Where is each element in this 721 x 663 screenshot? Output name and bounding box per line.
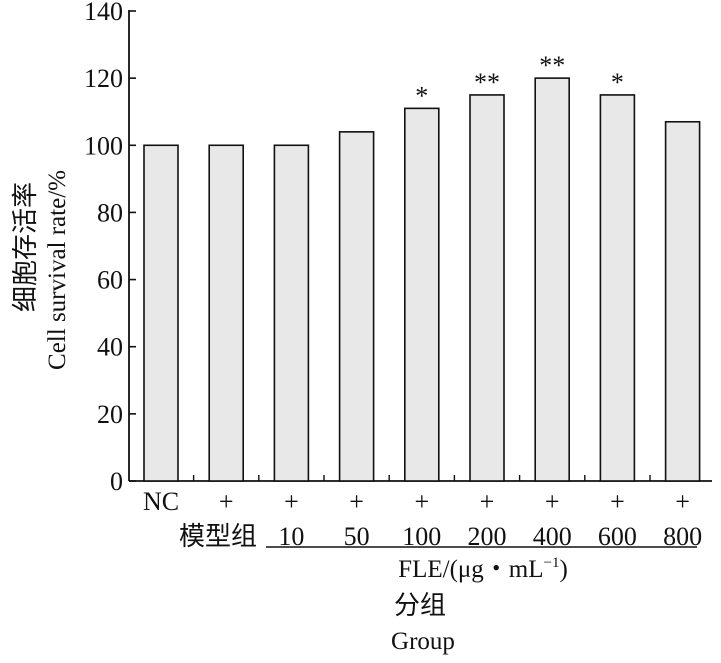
x-category-label: + <box>545 487 560 516</box>
group-annotation: 模型组 FLE/(μg・mL−1) 分组 Group <box>179 522 697 655</box>
y-tick-label: 140 <box>84 0 123 26</box>
x-category-label: + <box>414 487 429 516</box>
dose-label: 100 <box>402 522 441 551</box>
significance-marker: * <box>611 68 624 97</box>
group-label-sup: −1 <box>544 555 560 571</box>
y-axis-label-cn: 细胞存活率 <box>11 182 40 312</box>
bar <box>143 144 179 482</box>
x-category-label: + <box>675 487 690 516</box>
dose-label: 400 <box>533 522 572 551</box>
dose-label: 10 <box>278 522 304 551</box>
x-labels: NC + +10 +50 +100 +200 +400 +600 +800 <box>143 487 702 551</box>
y-tick-label: 100 <box>84 131 123 160</box>
x-category-label: + <box>480 487 495 516</box>
y-tick-label: 80 <box>97 198 123 227</box>
group-label-text: FLE/(μg・mL <box>398 556 543 583</box>
group-label-close: ) <box>559 556 567 583</box>
dose-label: 50 <box>344 522 370 551</box>
x-category-label: + <box>219 487 234 516</box>
y-tick-label: 120 <box>84 64 123 93</box>
x-category-label: NC <box>143 487 179 516</box>
x-category-label: + <box>349 487 364 516</box>
bar <box>338 131 375 482</box>
dose-label: 200 <box>468 522 507 551</box>
y-tick-label: 0 <box>110 467 123 496</box>
significance-marker: ** <box>474 68 500 97</box>
y-axis-title: 细胞存活率 Cell survival rate/% <box>11 170 71 370</box>
y-tick-label: 40 <box>97 333 123 362</box>
x-axis-label-cn: 分组 <box>394 591 446 620</box>
bar <box>469 94 505 482</box>
bar <box>599 94 636 482</box>
x-category-label: + <box>610 487 625 516</box>
dose-label: 600 <box>598 522 637 551</box>
bar <box>664 120 701 482</box>
dose-label: 800 <box>663 522 702 551</box>
bar <box>208 144 244 482</box>
bar <box>534 77 571 482</box>
x-axis-label-en: Group <box>391 628 455 655</box>
model-group-label: 模型组 <box>179 522 257 551</box>
significance-marker: * <box>415 81 428 110</box>
bar <box>403 107 440 482</box>
x-category-label: + <box>284 487 299 516</box>
bars: * ***** <box>143 51 701 482</box>
group-label: FLE/(μg・mL−1) <box>398 555 568 583</box>
y-tick-label: 60 <box>97 266 123 295</box>
y-tick-label: 20 <box>97 400 123 429</box>
y-axis-label-en: Cell survival rate/% <box>44 170 71 370</box>
y-ticks: 0 20 40 60 80 100 120 140 <box>84 0 136 496</box>
bar <box>273 144 310 482</box>
significance-marker: ** <box>539 51 565 80</box>
